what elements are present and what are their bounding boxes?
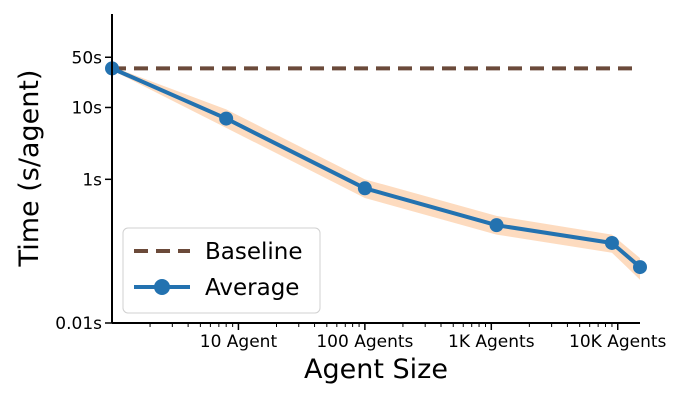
x-tick-label: 10K Agents	[569, 332, 667, 352]
y-axis-title: Time (s/agent)	[14, 70, 45, 268]
data-point-average-4	[604, 235, 619, 250]
ticks-layer: 10 Agent 100 Agents 1K Agents 10K Agents 0.0…	[55, 48, 666, 352]
legend-frame	[122, 227, 321, 314]
x-tick-label: 100 Agents	[316, 332, 413, 352]
legend-marker-average	[154, 279, 170, 295]
data-point-average-5	[633, 260, 647, 275]
data-point-average-1	[219, 111, 234, 126]
legend: Baseline Average	[122, 227, 321, 314]
x-tick-label: 1K Agents	[448, 332, 535, 352]
data-point-average-2	[357, 181, 372, 196]
series-layer	[105, 61, 647, 275]
y-tick-label: 0.01s	[55, 314, 102, 334]
y-tick-label: 1s	[82, 170, 102, 190]
data-point-average-3	[489, 218, 504, 233]
legend-label-baseline: Baseline	[205, 239, 303, 265]
y-tick-label: 10s	[72, 98, 103, 118]
x-axis-title: Agent Size	[304, 354, 448, 385]
x-tick-label: 10 Agent	[200, 332, 278, 352]
y-tick-label: 50s	[72, 48, 103, 68]
legend-label-average: Average	[205, 275, 299, 301]
